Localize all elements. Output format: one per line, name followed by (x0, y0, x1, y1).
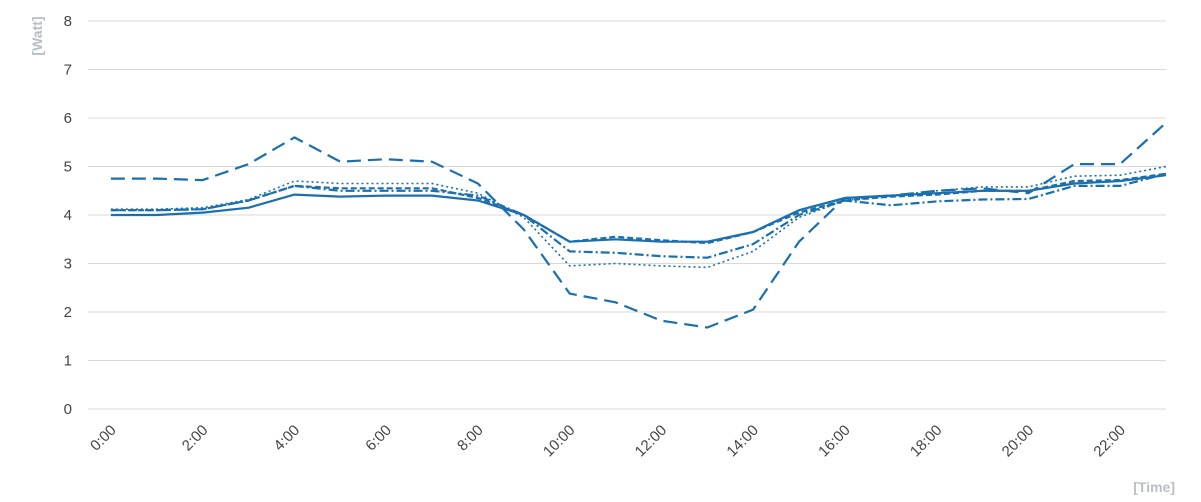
series-lines (110, 121, 1167, 329)
x-tick-label: 4:00 (271, 422, 304, 455)
series-line-long-dash (110, 121, 1167, 329)
x-tick-label: 22:00 (1090, 422, 1129, 461)
series-line-dash-dot (110, 172, 1167, 259)
y-tick-label: 4 (64, 207, 72, 224)
series-line-solid (110, 174, 1167, 243)
series-line-dotted (110, 165, 1167, 269)
y-tick-label: 8 (64, 13, 72, 30)
y-tick-label: 2 (64, 304, 72, 321)
y-tick-label: 7 (64, 62, 72, 79)
y-tick-label: 0 (64, 401, 72, 418)
x-tick-label: 20:00 (999, 422, 1038, 461)
x-axis-title: [Time] (1133, 479, 1175, 495)
gridlines (88, 20, 1166, 410)
y-tick-label: 3 (64, 256, 72, 273)
y-tick-label: 5 (64, 159, 72, 176)
x-tick-label: 14:00 (723, 422, 762, 461)
x-tick-label: 18:00 (907, 422, 946, 461)
x-tick-label: 2:00 (179, 422, 212, 455)
x-tick-label: 16:00 (815, 422, 854, 461)
y-axis-ticks: 0 1 2 3 4 5 6 7 8 (64, 13, 72, 418)
x-tick-label: 8:00 (454, 422, 487, 455)
y-tick-label: 6 (64, 110, 72, 127)
x-tick-label: 12:00 (632, 422, 671, 461)
x-axis-ticks: 0:00 2:00 4:00 6:00 8:00 10:00 12:00 14:00 16:00… (87, 422, 1129, 461)
x-tick-label: 6:00 (362, 422, 395, 455)
y-axis-title: [Watt] (29, 16, 45, 55)
x-tick-label: 0:00 (87, 422, 120, 455)
y-tick-label: 1 (64, 353, 72, 370)
x-tick-label: 10:00 (540, 422, 579, 461)
series-line-dashed (110, 172, 1167, 245)
